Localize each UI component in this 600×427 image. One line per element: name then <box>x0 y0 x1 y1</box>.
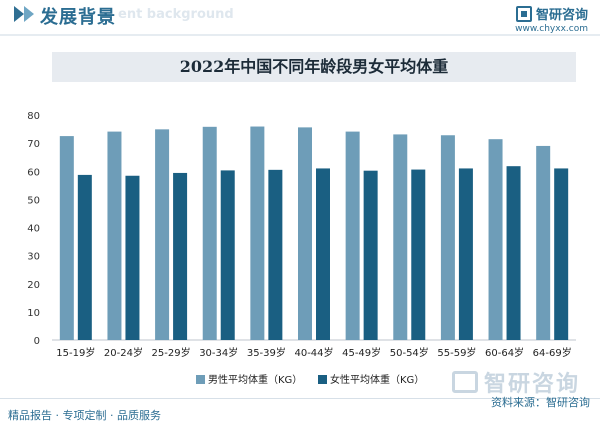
y-tick-label: 10 <box>27 308 40 319</box>
legend-swatch <box>196 375 205 384</box>
y-tick-label: 80 <box>27 111 40 122</box>
x-tick-label: 64-69岁 <box>533 346 572 359</box>
brand-url: www.chyxx.com <box>515 24 588 34</box>
section-subtitle-en: ent background <box>118 7 234 22</box>
chart-title-banner: 2022年中国不同年龄段男女平均体重 <box>52 52 576 82</box>
legend-label: 男性平均体重（KG） <box>208 373 302 386</box>
footer-divider <box>0 398 600 399</box>
x-tick-label: 45-49岁 <box>342 346 381 359</box>
bar-female <box>220 170 235 340</box>
chart-title: 2022年中国不同年龄段男女平均体重 <box>179 57 449 76</box>
brand-block: 智研咨询 www.chyxx.com <box>515 4 588 34</box>
x-tick-label: 50-54岁 <box>390 346 429 359</box>
footer-slogan: 精品报告 · 专项定制 · 品质服务 <box>8 409 161 422</box>
y-tick-label: 70 <box>27 139 40 150</box>
chevron-right-icon <box>14 6 24 22</box>
x-tick-label: 40-44岁 <box>294 346 333 359</box>
y-tick-label: 60 <box>27 167 40 178</box>
x-tick-label: 20-24岁 <box>104 346 143 359</box>
y-tick-label: 50 <box>27 195 40 206</box>
bar-female <box>458 168 473 340</box>
brand-logo-icon <box>515 5 532 22</box>
y-tick-label: 40 <box>27 224 40 235</box>
bar-male <box>488 139 503 340</box>
header-divider <box>0 34 600 36</box>
bar-male <box>250 126 265 340</box>
bar-male <box>59 136 74 340</box>
chevron-right-icon <box>24 6 34 22</box>
legend-swatch <box>318 375 327 384</box>
x-tick-label: 55-59岁 <box>437 346 476 359</box>
watermark-logo-icon <box>451 371 478 393</box>
bar-male <box>298 127 312 340</box>
bar-female <box>125 175 140 340</box>
bar-male <box>345 131 360 340</box>
section-title: 发展背景 <box>40 7 116 28</box>
bar-male <box>393 134 408 340</box>
x-tick-label: 35-39岁 <box>247 346 286 359</box>
watermark: 智研咨询 <box>451 366 580 398</box>
footer-source: 资料来源：智研咨询 <box>491 396 590 409</box>
x-tick-label: 25-29岁 <box>152 346 191 359</box>
bar-female <box>268 169 283 340</box>
legend-label: 女性平均体重（KG） <box>330 373 424 386</box>
bar-male <box>107 131 122 340</box>
brand-name: 智研咨询 <box>535 8 588 23</box>
bar-male <box>536 145 551 340</box>
y-tick-label: 0 <box>34 336 40 347</box>
bar-female <box>554 168 569 340</box>
bar-male <box>155 129 170 340</box>
x-tick-label: 30-34岁 <box>199 346 238 359</box>
x-tick-label: 15-19岁 <box>56 346 95 359</box>
page-header: ent background 发展背景 智研咨询 www.chyxx.com <box>0 0 600 36</box>
watermark-text: 智研咨询 <box>483 372 580 397</box>
bar-male <box>202 126 217 340</box>
bar-female <box>77 174 92 340</box>
y-tick-label: 20 <box>27 280 40 291</box>
bar-female <box>411 169 426 340</box>
bar-female <box>173 172 188 340</box>
y-tick-label: 30 <box>27 252 40 263</box>
bar-male <box>440 135 455 340</box>
bar-female <box>316 168 330 340</box>
x-tick-label: 60-64岁 <box>485 346 524 359</box>
bar-female <box>363 170 378 340</box>
bar-female <box>506 166 521 340</box>
